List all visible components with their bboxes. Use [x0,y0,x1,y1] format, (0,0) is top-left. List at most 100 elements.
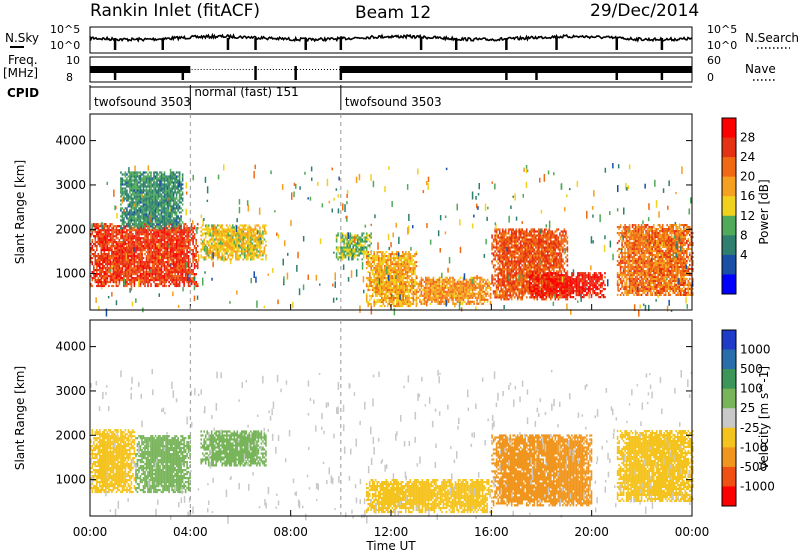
heatmap-cell [159,273,161,275]
heatmap-cell [111,285,113,287]
heatmap-cell [126,185,128,187]
heatmap-cell [373,269,375,271]
heatmap-cell [386,259,388,261]
heatmap-cell [158,191,160,193]
heatmap-cell [170,199,172,201]
heatmap-cell [405,269,407,271]
freq-dot [267,69,268,70]
heatmap-cell [262,226,264,228]
heatmap-cell [384,281,386,283]
heatmap-cell [143,185,145,187]
heatmap-cell [137,209,139,211]
heatmap-cell [185,257,187,259]
heatmap-cell [238,242,240,244]
heatmap-cell [117,247,119,249]
heatmap-cell [367,251,369,253]
heatmap-cell [180,227,182,229]
heatmap-cell [126,237,128,239]
heatmap-cell [95,239,97,241]
heatmap-cell [389,281,391,283]
heatmap-cell [147,251,149,253]
heatmap-cell [110,277,112,279]
heatmap-cell [464,291,466,293]
heatmap-cell [467,283,469,285]
heatmap-cell [377,255,379,257]
heatmap-cell [211,244,213,246]
heatmap-cell [173,231,175,233]
heatmap-cell [117,233,119,235]
heatmap-cell [122,277,124,279]
heatmap-cell [427,291,429,293]
heatmap-cell [150,203,152,205]
heatmap-cell [107,259,109,261]
heatmap-cell [122,215,124,217]
heatmap-cell [235,252,237,254]
heatmap-cell [354,248,356,250]
heatmap-cell [137,237,139,239]
heatmap-cell [144,267,146,269]
heatmap-cell [358,248,360,250]
heatmap-cell [101,235,103,237]
heatmap-cell [107,271,109,273]
heatmap-cell [182,249,184,251]
heatmap-cell [218,230,220,232]
heatmap-cell [98,281,100,283]
heatmap-cell [155,175,157,177]
heatmap-cell [221,240,223,242]
heatmap-cell [183,237,185,239]
heatmap-cell [235,244,237,246]
freq-dot [270,69,271,70]
heatmap-cell [137,185,139,187]
heatmap-cell [433,285,435,287]
heatmap-cell [202,234,204,236]
heatmap-cell [442,279,444,281]
heatmap-cell [191,283,193,285]
heatmap-cell [182,235,184,237]
heatmap-cell [135,229,137,231]
heatmap-cell [363,254,365,256]
heatmap-cell [164,195,166,197]
heatmap-cell [150,211,152,213]
heatmap-cell [454,287,456,289]
heatmap-cell [158,249,160,251]
heatmap-cell [182,229,184,231]
heatmap-cell [162,183,164,185]
heatmap-cell [467,299,469,301]
heatmap-cell [99,233,101,235]
heatmap-cell [153,211,155,213]
heatmap-cell [141,261,143,263]
heatmap-cell [244,238,246,240]
heatmap-cell [229,228,231,230]
heatmap-cell [262,252,264,254]
heatmap-cell [165,249,167,251]
heatmap-cell [433,295,435,297]
heatmap-cell [107,279,109,281]
heatmap-cell [180,187,182,189]
heatmap-cell [174,201,176,203]
heatmap-cell [369,244,371,246]
heatmap-cell [345,250,347,252]
heatmap-cell [176,235,178,237]
heatmap-cell [152,199,154,201]
heatmap-cell [150,247,152,249]
heatmap-cell [411,271,413,273]
heatmap-cell [95,237,97,239]
heatmap-cell [377,251,379,253]
heatmap-cell [138,211,140,213]
heatmap-cell [173,277,175,279]
heatmap-cell [214,234,216,236]
heatmap-cell [243,234,245,236]
heatmap-cell [479,281,481,283]
heatmap-cell [135,185,137,187]
heatmap-cell [140,249,142,251]
heatmap-cell [349,248,351,250]
heatmap-cell [434,295,436,297]
heatmap-cell [135,257,137,259]
heatmap-cell [231,238,233,240]
heatmap-cell [153,197,155,199]
heatmap-cell [342,256,344,258]
heatmap-cell [173,223,175,225]
heatmap-cell [180,181,182,183]
heatmap-cell [159,261,161,263]
heatmap-cell [358,254,360,256]
